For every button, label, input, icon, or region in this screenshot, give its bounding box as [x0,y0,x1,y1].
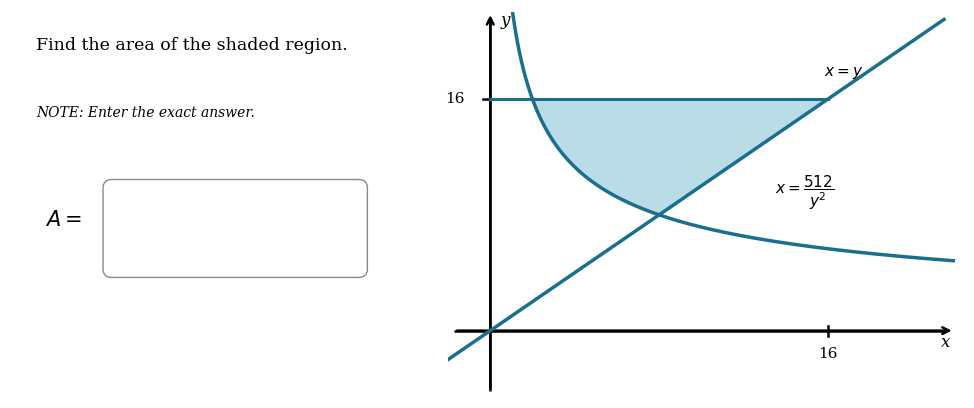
Text: $A =$: $A =$ [45,210,82,231]
Text: 16: 16 [818,346,838,361]
Text: 16: 16 [445,92,465,106]
Text: y: y [501,12,509,29]
Text: Find the area of the shaded region.: Find the area of the shaded region. [36,37,348,54]
Polygon shape [533,99,828,215]
Text: NOTE: Enter the exact answer.: NOTE: Enter the exact answer. [36,106,255,120]
FancyBboxPatch shape [103,180,367,277]
Text: $x = \dfrac{512}{y^2}$: $x = \dfrac{512}{y^2}$ [775,174,835,213]
Text: $x = y$: $x = y$ [824,65,863,81]
Text: x: x [942,334,951,351]
